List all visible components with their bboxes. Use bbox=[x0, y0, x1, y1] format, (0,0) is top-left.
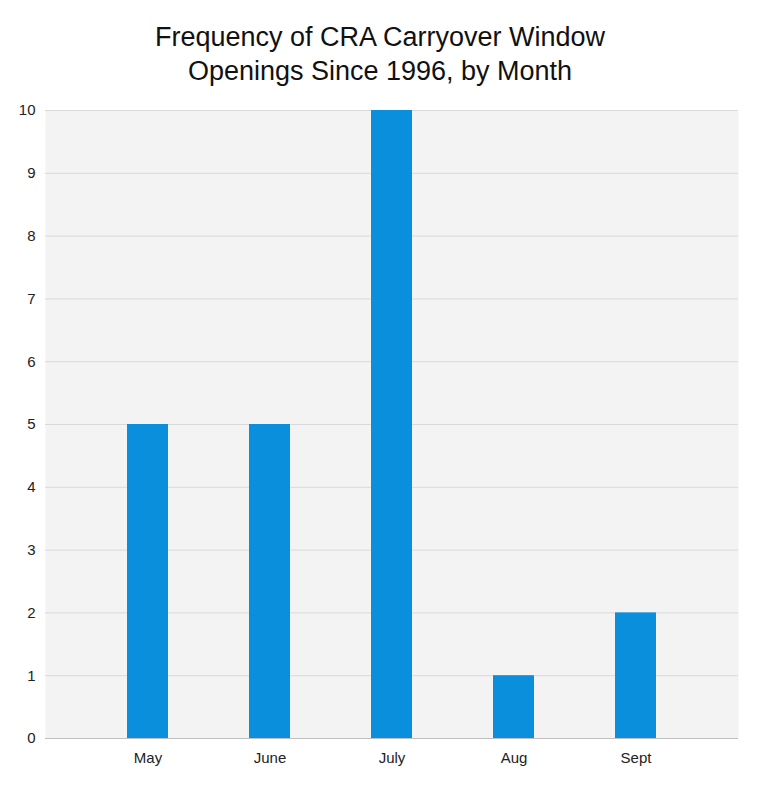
svg-text:Sept: Sept bbox=[621, 749, 653, 766]
html-text:Frequency of CRA Carryover Win: Frequency of CRA Carryover Window Openin… bbox=[154, 22, 606, 86]
svg-text:10: 10 bbox=[19, 101, 36, 118]
svg-text:May: May bbox=[134, 749, 163, 766]
svg-text:4: 4 bbox=[27, 478, 35, 495]
svg-text:9: 9 bbox=[27, 164, 35, 181]
svg-text:0: 0 bbox=[27, 729, 35, 746]
svg-text:5: 5 bbox=[27, 415, 35, 432]
svg-text:6: 6 bbox=[27, 353, 35, 370]
svg-text:8: 8 bbox=[27, 227, 35, 244]
svg-text:7: 7 bbox=[27, 290, 35, 307]
svg-text:3: 3 bbox=[27, 541, 35, 558]
svg-text:Aug: Aug bbox=[501, 749, 528, 766]
svg-text:2: 2 bbox=[27, 604, 35, 621]
svg-text:June: June bbox=[254, 749, 287, 766]
svg-text:July: July bbox=[379, 749, 406, 766]
svg-text:1: 1 bbox=[27, 667, 35, 684]
